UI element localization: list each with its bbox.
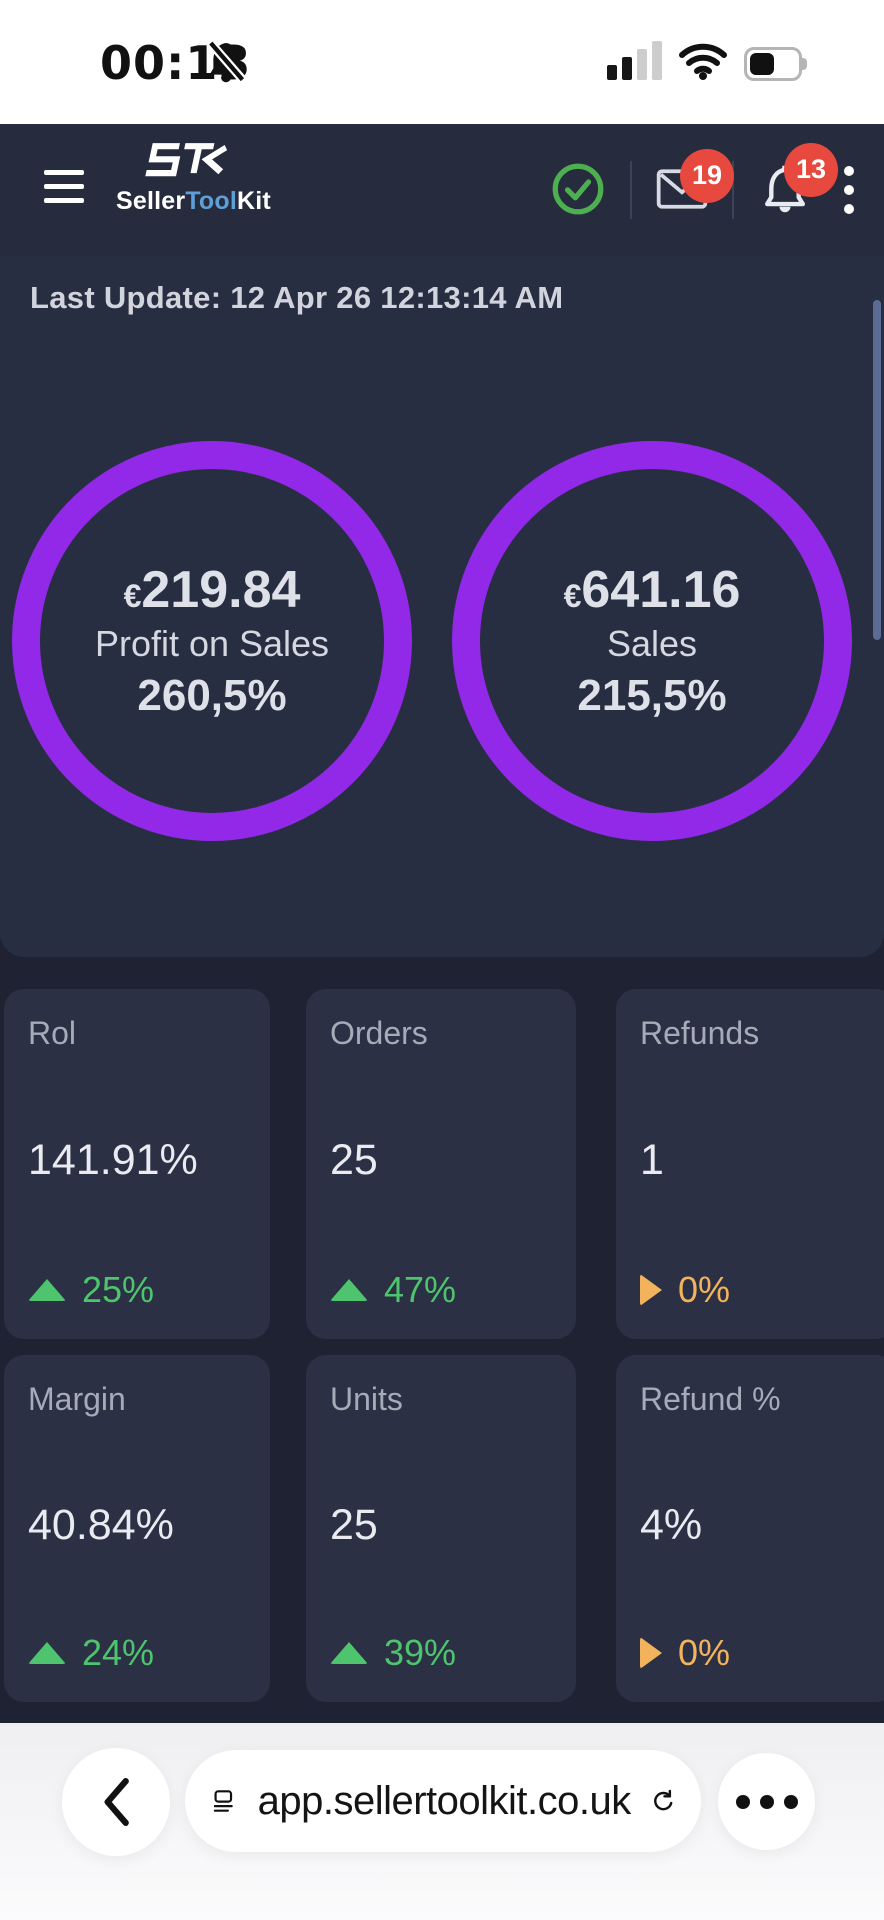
metrics-grid: Rol 141.91% 25% Orders 25 47% Refunds 1 … (0, 957, 884, 1723)
card-value: 25 (330, 1136, 378, 1184)
check-circle-icon[interactable] (550, 161, 606, 220)
metric-card-orders[interactable]: Orders 25 47% (306, 989, 576, 1339)
bell-icon[interactable]: 13 (758, 142, 838, 218)
more-options-icon (735, 1794, 750, 1809)
app-header: SellerToolKit 19 (0, 124, 884, 256)
card-value: 40.84% (28, 1500, 174, 1549)
divider (630, 161, 632, 219)
battery-icon (744, 47, 807, 81)
header-actions: 19 13 (550, 124, 862, 256)
card-delta: 39% (330, 1632, 552, 1674)
card-delta: 47% (330, 1269, 552, 1311)
card-value: 141.91% (28, 1136, 198, 1184)
metric-card-roi[interactable]: Rol 141.91% 25% (4, 989, 270, 1339)
triangle-up-icon (330, 1642, 368, 1664)
card-title: Rol (28, 1015, 77, 1051)
more-options-button[interactable] (718, 1753, 815, 1850)
sales-label: Sales (606, 623, 698, 664)
status-bar: 00:13 (0, 0, 884, 124)
app-logo[interactable]: SellerToolKit (116, 140, 271, 216)
card-value: 1 (640, 1136, 664, 1184)
address-bar[interactable]: app.sellertoolkit.co.uk (185, 1750, 701, 1852)
scrollbar-thumb[interactable] (873, 300, 881, 640)
kebab-menu-icon[interactable] (836, 153, 862, 227)
triangle-up-icon (28, 1642, 66, 1664)
signal-bars-icon (607, 41, 662, 86)
mail-icon[interactable]: 19 (656, 148, 734, 212)
back-chevron-icon (104, 1778, 129, 1826)
dashboard-hero: Last Update: 12 Apr 26 12:13:14 AM €219.… (0, 256, 884, 957)
card-title: Refund % (640, 1381, 781, 1417)
metric-card-units[interactable]: Units 25 39% (306, 1355, 576, 1702)
reader-page-icon (213, 1790, 233, 1812)
metric-card-margin[interactable]: Margin 40.84% 24% (4, 1355, 270, 1702)
profit-label: Profit on Sales (94, 623, 330, 664)
card-value: 4% (640, 1500, 703, 1549)
sales-value: €641.16 (563, 561, 741, 619)
back-button[interactable] (62, 1748, 170, 1856)
last-update-text: Last Update: 12 Apr 26 12:13:14 AM (30, 280, 564, 315)
card-title: Refunds (640, 1015, 760, 1051)
card-title: Margin (28, 1381, 126, 1417)
mail-badge: 19 (680, 148, 734, 203)
triangle-up-icon (330, 1279, 368, 1301)
card-title: Orders (330, 1015, 428, 1051)
card-delta: 0% (640, 1269, 872, 1311)
card-delta: 25% (28, 1269, 246, 1311)
metric-card-refund-pct[interactable]: Refund % 4% 0% (616, 1355, 884, 1702)
menu-icon[interactable] (44, 170, 84, 212)
card-value: 25 (330, 1500, 378, 1549)
sales-percent: 215,5% (577, 671, 727, 720)
stk-logo-mark-icon (145, 143, 228, 177)
profit-value: €219.84 (123, 561, 301, 619)
bell-badge: 13 (784, 142, 838, 197)
profit-percent: 260,5% (137, 671, 287, 720)
status-icons (607, 34, 807, 86)
triangle-up-icon (28, 1279, 66, 1301)
card-title: Units (330, 1381, 403, 1417)
card-delta: 24% (28, 1632, 246, 1674)
browser-bar: app.sellertoolkit.co.uk (0, 1723, 884, 1920)
reload-icon[interactable] (651, 1780, 675, 1822)
card-delta: 0% (640, 1632, 872, 1674)
triangle-right-icon (640, 1274, 662, 1306)
wifi-icon (679, 43, 727, 80)
profit-gauge: €219.84 Profit on Sales 260,5% (12, 441, 412, 841)
triangle-right-icon (640, 1637, 662, 1669)
notifications-muted-icon (206, 38, 248, 84)
brand-name: SellerToolKit (116, 187, 271, 215)
url-text: app.sellertoolkit.co.uk (257, 1778, 632, 1823)
sales-gauge: €641.16 Sales 215,5% (452, 441, 852, 841)
metric-card-refunds[interactable]: Refunds 1 0% (616, 989, 884, 1339)
divider (732, 161, 734, 219)
